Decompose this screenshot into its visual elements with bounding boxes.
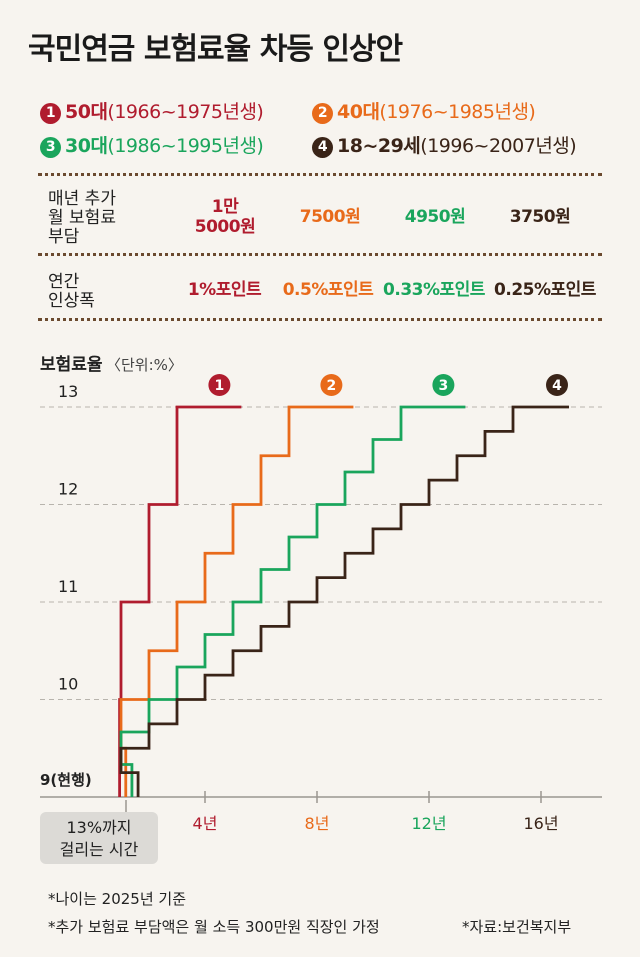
x-tick-label: 8년	[305, 814, 330, 833]
legend-age: 18~29세	[337, 135, 421, 157]
value-line: 1만	[211, 197, 239, 217]
burden-value-1: 1만 5000원	[180, 197, 270, 237]
note-line: 13%까지	[66, 818, 132, 837]
series-badge-label: 1	[215, 378, 225, 394]
y-axis-unit: 〈단위:%〉	[106, 356, 183, 374]
row-label-line: 월 보험료	[48, 208, 116, 228]
y-axis-title: 보험료율	[40, 354, 103, 375]
marker-3-icon: 3	[40, 137, 61, 158]
footnote-age: *나이는 2025년 기준	[48, 890, 187, 908]
row-label-line: 연간	[48, 272, 80, 292]
burden-value-2: 7500원	[285, 207, 375, 227]
legend-item-4: 4 18~29세(1996~2007년생)	[312, 131, 577, 158]
legend-item-2: 2 40대(1976~1985년생)	[312, 97, 536, 124]
x-tick-label: 4년	[193, 814, 218, 833]
source-note: *자료:보건복지부	[462, 918, 572, 936]
row-label-annual-increase: 연간 인상폭	[48, 273, 95, 311]
increase-value-4: 0.25%포인트	[494, 280, 596, 300]
series-line-4	[119, 405, 569, 797]
value-line: 3750원	[509, 207, 571, 227]
series-badge-label: 3	[439, 378, 449, 394]
increase-value-3: 0.33%포인트	[383, 280, 485, 300]
marker-2-icon: 2	[312, 103, 333, 124]
series-badge-4-icon	[546, 374, 568, 396]
y-tick-label: 9(현행)	[40, 771, 92, 789]
series-line-2	[119, 405, 354, 797]
table-divider-bottom	[38, 318, 602, 321]
legend-years: (1966~1975년생)	[107, 101, 264, 123]
marker-1-icon: 1	[40, 103, 61, 124]
row-label-line: 부담	[48, 227, 80, 247]
note-line: 걸리는 시간	[59, 840, 139, 859]
series-badge-label: 2	[327, 378, 337, 394]
marker-4-icon: 4	[312, 137, 333, 158]
series-badge-2-icon	[320, 374, 343, 396]
increase-value-2: 0.5%포인트	[282, 280, 374, 300]
series-badge-3-icon	[432, 374, 455, 396]
legend-years: (1996~2007년생)	[420, 135, 577, 157]
y-tick-label: 13	[58, 382, 78, 401]
value-line: 4950원	[404, 207, 466, 227]
increase-value-1: 1%포인트	[187, 280, 262, 300]
burden-value-4: 3750원	[495, 207, 585, 227]
legend-years: (1986~1995년생)	[107, 135, 264, 157]
series-badge-1-icon	[208, 374, 231, 396]
legend-years: (1976~1985년생)	[379, 101, 536, 123]
table-divider-top	[38, 173, 602, 176]
burden-value-3: 4950원	[390, 207, 480, 227]
y-tick-label: 12	[58, 480, 78, 499]
time-to-13-note: 13%까지 걸리는 시간	[40, 812, 158, 864]
row-label-monthly-burden: 매년 추가 월 보험료 부담	[48, 190, 116, 247]
y-tick-label: 10	[58, 675, 78, 694]
row-label-line: 인상폭	[48, 291, 95, 311]
legend-age: 40대	[337, 101, 380, 123]
legend-age: 50대	[65, 101, 108, 123]
y-tick-label: 11	[58, 577, 78, 596]
value-line: 7500원	[299, 207, 361, 227]
legend-item-3: 3 30대(1986~1995년생)	[40, 131, 264, 158]
value-line: 5000원	[194, 217, 256, 237]
x-tick-label: 12년	[411, 814, 446, 833]
legend-item-1: 1 50대(1966~1975년생)	[40, 97, 264, 124]
x-tick-label: 16년	[523, 814, 558, 833]
page-title: 국민연금 보험료율 차등 인상안	[28, 32, 403, 67]
series-badge-label: 4	[552, 378, 562, 394]
table-divider-middle	[38, 253, 602, 256]
footnote-assumption: *추가 보험료 부담액은 월 소득 300만원 직장인 가정	[48, 918, 380, 936]
row-label-line: 매년 추가	[48, 189, 116, 209]
legend-age: 30대	[65, 135, 108, 157]
